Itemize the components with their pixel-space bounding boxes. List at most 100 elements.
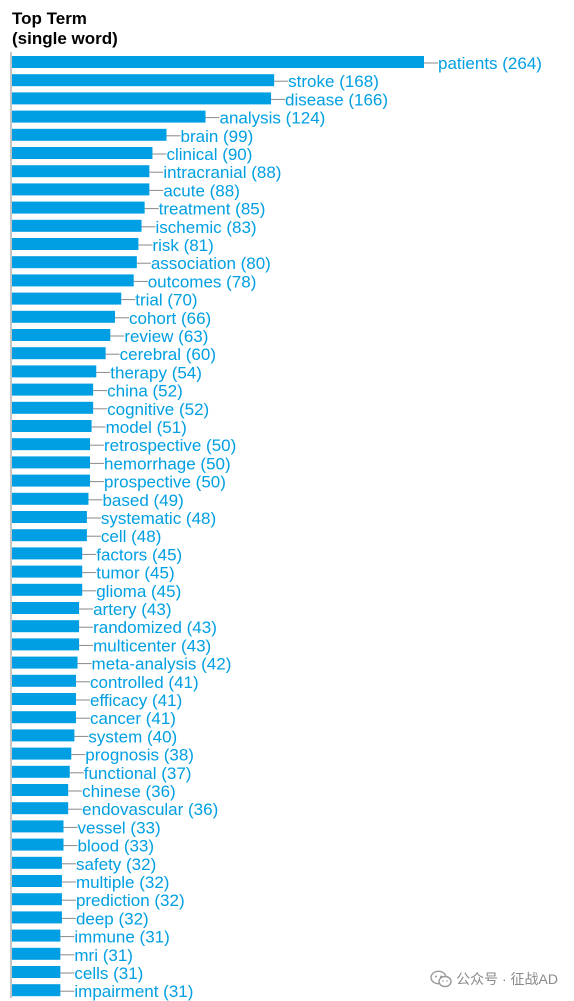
bar-label-cells: cells (31) bbox=[74, 964, 143, 983]
bar-label-immune: immune (31) bbox=[74, 928, 169, 947]
bar-analysis bbox=[12, 110, 206, 123]
bar-label-clinical: clinical (90) bbox=[166, 145, 252, 164]
bar-glioma bbox=[12, 583, 83, 596]
bar-safety bbox=[12, 856, 62, 869]
bar-label-outcomes: outcomes (78) bbox=[148, 272, 257, 291]
bar-label-therapy: therapy (54) bbox=[110, 363, 202, 382]
bar-label-china: china (52) bbox=[107, 382, 183, 401]
bar-label-cell: cell (48) bbox=[101, 527, 161, 546]
bar-trial bbox=[12, 292, 122, 305]
bar-tumor bbox=[12, 565, 83, 578]
bar-label-system: system (40) bbox=[88, 727, 177, 746]
bar-label-trial: trial (70) bbox=[135, 291, 197, 310]
bar-label-artery: artery (43) bbox=[93, 600, 171, 619]
bar-label-retrospective: retrospective (50) bbox=[104, 436, 236, 455]
bar-label-risk: risk (81) bbox=[152, 236, 213, 255]
bar-label-multicenter: multicenter (43) bbox=[93, 636, 211, 655]
bar-factors bbox=[12, 547, 83, 560]
wechat-icon bbox=[430, 970, 452, 988]
bar-label-controlled: controlled (41) bbox=[90, 673, 199, 692]
bar-efficacy bbox=[12, 693, 76, 705]
bar-label-factors: factors (45) bbox=[96, 545, 182, 564]
bar-impairment bbox=[12, 984, 61, 997]
bar-systematic bbox=[12, 511, 87, 523]
bar-deep bbox=[12, 911, 62, 924]
bar-clinical bbox=[12, 147, 153, 159]
bar-cancer bbox=[12, 711, 76, 724]
bar-label-glioma: glioma (45) bbox=[96, 582, 181, 601]
bar-label-patients: patients (264) bbox=[438, 54, 542, 73]
bar-cognitive bbox=[12, 401, 94, 414]
watermark: 公众号 · 征战AD bbox=[430, 969, 558, 989]
bar-label-efficacy: efficacy (41) bbox=[90, 691, 182, 710]
chart-title-line-2: (single word) bbox=[12, 29, 118, 48]
bar-label-hemorrhage: hemorrhage (50) bbox=[104, 454, 231, 473]
bar-label-tumor: tumor (45) bbox=[96, 564, 174, 583]
bar-label-blood: blood (33) bbox=[78, 837, 155, 856]
bar-label-cohort: cohort (66) bbox=[129, 309, 211, 328]
bar-label-multiple: multiple (32) bbox=[76, 873, 170, 892]
bar-based bbox=[12, 492, 89, 505]
bar-label-analysis: analysis (124) bbox=[220, 109, 326, 128]
bar-risk bbox=[12, 238, 139, 250]
bar-disease bbox=[12, 92, 272, 105]
bar-label-review: review (63) bbox=[124, 327, 208, 346]
bar-label-brain: brain (99) bbox=[181, 127, 254, 146]
bar-patients bbox=[12, 56, 424, 68]
bar-randomized bbox=[12, 620, 80, 633]
bar-outcomes bbox=[12, 274, 134, 287]
bar-cerebral bbox=[12, 347, 106, 360]
bar-label-acute: acute (88) bbox=[163, 181, 240, 200]
bar-cell bbox=[12, 529, 87, 542]
bar-association bbox=[12, 256, 137, 269]
bar-label-vessel: vessel (33) bbox=[78, 818, 161, 837]
bar-multiple bbox=[12, 875, 62, 887]
bar-intracranial bbox=[12, 165, 150, 178]
bar-label-mri: mri (31) bbox=[74, 946, 133, 965]
bar-chinese bbox=[12, 784, 69, 796]
bar-label-intracranial: intracranial (88) bbox=[163, 163, 281, 182]
bar-prospective bbox=[12, 474, 91, 487]
bar-vessel bbox=[12, 820, 64, 833]
bar-label-association: association (80) bbox=[151, 254, 271, 273]
bar-mri bbox=[12, 947, 61, 960]
bar-label-prospective: prospective (50) bbox=[104, 473, 226, 492]
bar-label-safety: safety (32) bbox=[76, 855, 156, 874]
bar-label-prediction: prediction (32) bbox=[76, 891, 185, 910]
bar-treatment bbox=[12, 201, 145, 214]
bar-label-ischemic: ischemic (83) bbox=[156, 218, 257, 237]
bar-label-based: based (49) bbox=[102, 491, 183, 510]
chart-title: Top Term (single word) bbox=[12, 9, 118, 49]
bar-meta-analysis bbox=[12, 656, 78, 669]
bar-prediction bbox=[12, 893, 62, 906]
bar-review bbox=[12, 329, 111, 341]
bar-label-endovascular: endovascular (36) bbox=[82, 800, 218, 819]
bar-label-randomized: randomized (43) bbox=[93, 618, 217, 637]
bar-cells bbox=[12, 966, 61, 978]
watermark-text: 公众号 · 征战AD bbox=[456, 971, 558, 987]
bar-label-functional: functional (37) bbox=[84, 764, 192, 783]
bar-therapy bbox=[12, 365, 97, 378]
bar-label-systematic: systematic (48) bbox=[101, 509, 216, 528]
bar-label-cognitive: cognitive (52) bbox=[107, 400, 209, 419]
bars-group: patients (264)stroke (168)disease (166)a… bbox=[12, 54, 542, 1001]
bar-brain bbox=[12, 128, 167, 141]
bar-cohort bbox=[12, 310, 115, 323]
bar-controlled bbox=[12, 674, 76, 687]
bar-label-stroke: stroke (168) bbox=[288, 72, 379, 91]
bar-system bbox=[12, 729, 75, 742]
bar-blood bbox=[12, 838, 64, 851]
bar-immune bbox=[12, 929, 61, 942]
bar-retrospective bbox=[12, 438, 91, 451]
bar-functional bbox=[12, 765, 70, 778]
bar-label-cerebral: cerebral (60) bbox=[120, 345, 216, 364]
bar-label-chinese: chinese (36) bbox=[82, 782, 176, 801]
bar-label-impairment: impairment (31) bbox=[74, 982, 193, 1001]
bar-multicenter bbox=[12, 638, 80, 651]
bar-label-model: model (51) bbox=[106, 418, 187, 437]
bar-model bbox=[12, 420, 92, 432]
bar-stroke bbox=[12, 74, 275, 87]
bar-artery bbox=[12, 602, 80, 614]
bar-label-cancer: cancer (41) bbox=[90, 709, 176, 728]
